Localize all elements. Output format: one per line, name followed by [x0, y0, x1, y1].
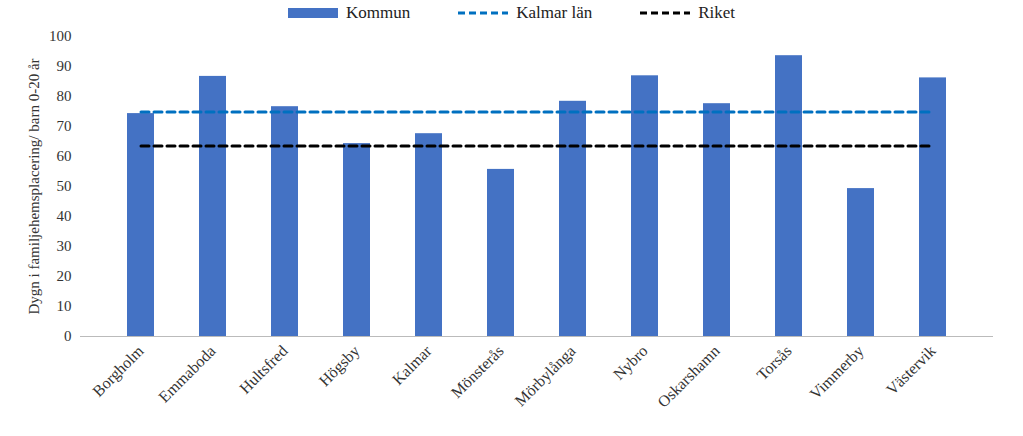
html-text:Kalmar län: Kalmar län — [516, 3, 593, 22]
svg-text:Högsby: Högsby — [316, 342, 364, 390]
svg-text:Vimmerby: Vimmerby — [806, 342, 867, 403]
svg-text:10: 10 — [57, 298, 72, 314]
svg-text:Mörbylånga: Mörbylånga — [511, 342, 579, 410]
svg-text:0: 0 — [64, 328, 72, 344]
svg-text:50: 50 — [57, 178, 72, 194]
svg-text:Oskarshamn: Oskarshamn — [654, 342, 723, 411]
svg-text:Mönsterås: Mönsterås — [448, 342, 507, 401]
svg-text:Kalmar: Kalmar — [389, 342, 435, 388]
svg-text:Emmaboda: Emmaboda — [155, 342, 219, 406]
svg-text:70: 70 — [57, 118, 72, 134]
svg-text:Nybro: Nybro — [610, 342, 652, 384]
svg-text:80: 80 — [57, 88, 72, 104]
svg-text:90: 90 — [57, 58, 72, 74]
svg-text:20: 20 — [57, 268, 72, 284]
svg-text:Dygn i familjehemsplacering/ b: Dygn i familjehemsplacering/ barn 0-20 å… — [26, 58, 42, 314]
svg-text:Hultsfred: Hultsfred — [236, 342, 291, 397]
svg-text:100: 100 — [49, 28, 72, 44]
svg-text:60: 60 — [57, 148, 72, 164]
svg-text:Torsås: Torsås — [753, 342, 794, 383]
svg-text:Västervik: Västervik — [883, 342, 939, 398]
svg-text:40: 40 — [57, 208, 72, 224]
html-text:Riket: Riket — [698, 3, 735, 22]
svg-text:30: 30 — [57, 238, 72, 254]
html-text:Kommun: Kommun — [346, 3, 411, 22]
svg-text:Borgholm: Borgholm — [89, 342, 148, 401]
